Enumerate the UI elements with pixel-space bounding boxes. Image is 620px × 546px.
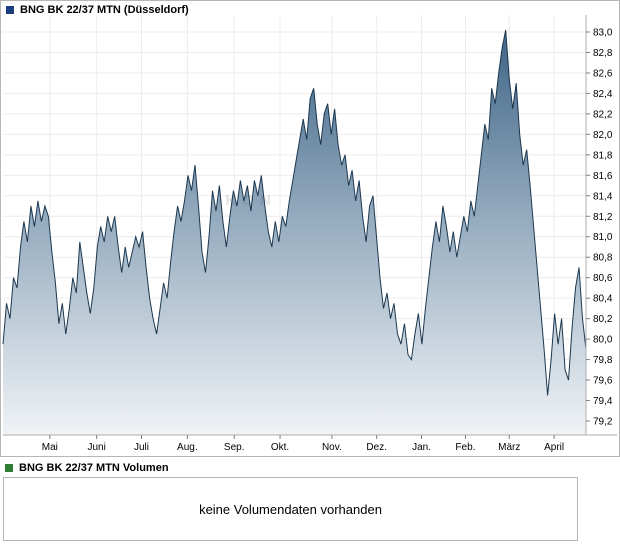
y-axis-label: 83,0 [593,28,613,39]
y-axis-label: 79,2 [593,417,613,428]
x-axis-label: Feb. [455,442,475,453]
y-axis-label: 79,6 [593,376,613,387]
y-axis-label: 81,6 [593,171,613,182]
volume-series-swatch-icon [5,464,13,472]
x-axis-label: Sep. [224,442,245,453]
x-axis-label: Aug. [177,442,198,453]
volume-chart-legend: BNG BK 22/37 MTN Volumen [5,462,169,474]
x-axis-label: Juni [88,442,106,453]
y-axis-label: 82,2 [593,109,613,120]
y-axis-label: 82,8 [593,48,613,59]
y-axis-label: 82,4 [593,89,613,100]
volume-chart-area: keine Volumendaten vorhanden [3,477,578,541]
price-chart-title: BNG BK 22/37 MTN (Düsseldorf) [20,4,189,16]
x-axis-label: Jan. [412,442,431,453]
y-axis-label: 81,0 [593,232,613,243]
y-axis-label: 80,2 [593,314,613,325]
x-axis-label: März [498,442,520,453]
price-chart-legend: BNG BK 22/37 MTN (Düsseldorf) [6,4,189,16]
x-axis-label: Nov. [322,442,342,453]
y-axis-label: 80,8 [593,253,613,264]
y-axis-label: 82,6 [593,68,613,79]
price-line [2,29,587,396]
y-axis-label: 80,0 [593,335,613,346]
y-axis-label: 80,4 [593,294,613,305]
x-axis-label: Juli [134,442,149,453]
no-volume-data-message: keine Volumendaten vorhanden [199,501,382,517]
y-axis-label: 81,2 [593,212,613,223]
y-axis-label: 80,6 [593,273,613,284]
x-axis-label: Okt. [271,442,289,453]
x-axis-label: Dez. [366,442,387,453]
y-axis-label: 81,8 [593,150,613,161]
x-axis-label: April [544,442,564,453]
price-area [3,30,586,435]
y-axis-label: 81,4 [593,191,613,202]
price-chart-panel: BNG BK 22/37 MTN (Düsseldorf) KON 83,0 82… [0,0,620,457]
price-series-swatch-icon [6,6,14,14]
volume-chart-title: BNG BK 22/37 MTN Volumen [19,462,169,474]
y-axis-label: 82,0 [593,130,613,141]
price-chart-plot[interactable]: 83,0 82,8 82,6 82,4 82,2 82,0 81,8 81,6 81,4 81,2… [1,1,619,456]
y-axis-label: 79,4 [593,396,613,407]
y-axis-label: 79,8 [593,355,613,366]
x-axis-label: Mai [42,442,58,453]
